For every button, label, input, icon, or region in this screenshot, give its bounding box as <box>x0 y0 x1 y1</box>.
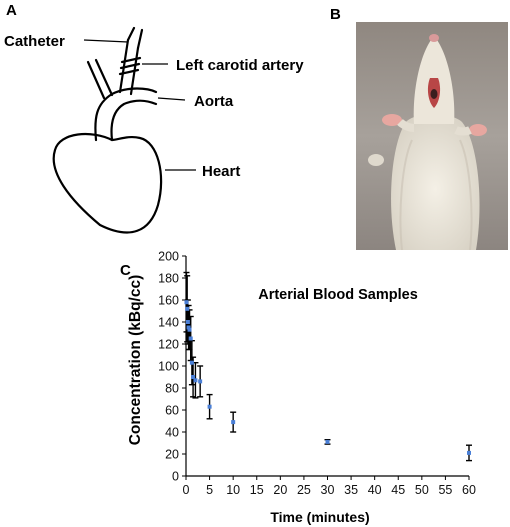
y-tick-label: 60 <box>165 404 179 418</box>
y-tick-label: 120 <box>158 338 179 352</box>
data-point <box>189 360 194 365</box>
x-tick-label: 55 <box>438 483 452 497</box>
x-tick-label: 20 <box>273 483 287 497</box>
y-tick-label: 180 <box>158 272 179 286</box>
chart-title: Arterial Blood Samples <box>258 287 418 303</box>
x-tick-label: 15 <box>250 483 264 497</box>
panel-label-c: C <box>120 262 131 279</box>
left-carotid-artery <box>118 38 130 94</box>
panel-label-b: B <box>330 6 341 23</box>
x-tick-label: 0 <box>183 483 190 497</box>
x-axis-label: Time (minutes) <box>270 509 369 525</box>
aorta-label: Aorta <box>194 93 234 110</box>
x-tick-label: 10 <box>226 483 240 497</box>
data-point <box>186 325 191 330</box>
data-point <box>193 378 198 383</box>
y-tick-label: 200 <box>158 250 179 264</box>
heart-catheter-diagram: Catheter Left carotid artery Aorta Heart <box>4 26 304 234</box>
data-point <box>325 439 330 444</box>
data-point <box>231 420 236 425</box>
y-tick-label: 160 <box>158 294 179 308</box>
catheter <box>126 26 136 42</box>
catheter-label: Catheter <box>4 33 65 50</box>
x-axis-ticks: 0 5 10 15 20 25 30 35 40 45 50 55 60 <box>183 476 476 497</box>
data-point <box>185 320 190 324</box>
x-tick-label: 50 <box>415 483 429 497</box>
rat-photograph <box>356 22 508 250</box>
y-tick-label: 20 <box>165 448 179 462</box>
heart-label: Heart <box>202 163 240 180</box>
x-tick-label: 45 <box>391 483 405 497</box>
y-tick-label: 140 <box>158 316 179 330</box>
x-tick-label: 25 <box>297 483 311 497</box>
y-tick-label: 80 <box>165 382 179 396</box>
data-point <box>467 450 471 455</box>
data-point <box>187 327 192 332</box>
y-tick-label: 40 <box>165 426 179 440</box>
left-carotid-artery-label: Left carotid artery <box>176 57 304 74</box>
aorta-outline <box>94 87 158 142</box>
data-point <box>191 375 196 379</box>
x-tick-label: 5 <box>206 483 213 497</box>
heart-outline <box>52 133 163 234</box>
data-point <box>207 404 212 409</box>
y-tick-label: 100 <box>158 360 179 374</box>
data-point <box>184 300 189 305</box>
data-point <box>185 306 190 311</box>
y-tick-label: 0 <box>172 470 179 484</box>
x-tick-label: 60 <box>462 483 476 497</box>
x-tick-label: 40 <box>368 483 382 497</box>
arterial-blood-chart: Arterial Blood Samples 02040608010012014… <box>127 250 476 525</box>
y-axis-ticks: 0 20 40 60 80 100 120 140 160 180 200 <box>158 250 186 484</box>
x-tick-label: 35 <box>344 483 358 497</box>
data-point <box>188 336 193 341</box>
panel-label-a: A <box>6 2 17 19</box>
x-tick-label: 30 <box>321 483 335 497</box>
data-points <box>184 300 471 455</box>
y-axis-label: Concentration (kBq/cc) <box>127 275 144 446</box>
data-point <box>198 379 203 384</box>
